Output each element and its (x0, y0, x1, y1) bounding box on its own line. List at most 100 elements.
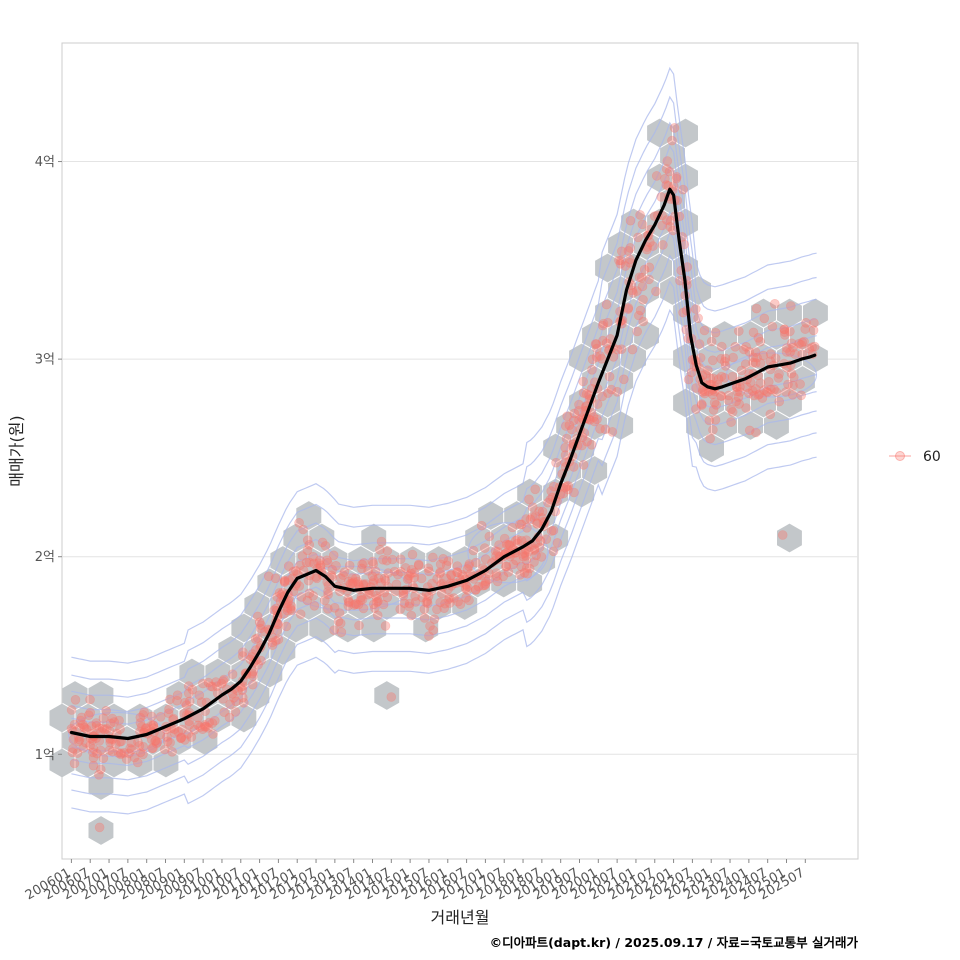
data-point (588, 412, 599, 423)
data-point (504, 539, 515, 550)
data-point (283, 561, 294, 571)
data-point (595, 351, 606, 361)
hexbin-cell (309, 568, 335, 598)
data-point (578, 388, 589, 398)
data-point (801, 317, 811, 328)
data-point (691, 404, 701, 414)
data-point (429, 614, 440, 625)
data-point (302, 535, 313, 546)
data-point (491, 551, 501, 561)
data-point (406, 568, 416, 579)
data-point (661, 164, 672, 174)
data-point (189, 724, 200, 735)
data-point (67, 747, 78, 758)
hexbin-cell (361, 613, 387, 643)
data-point (635, 210, 645, 220)
data-point (197, 724, 208, 735)
data-point (184, 719, 195, 730)
hexbin-cell (218, 636, 244, 665)
data-point (311, 573, 322, 584)
data-point (369, 603, 380, 613)
data-point (710, 327, 721, 338)
data-point (302, 545, 313, 556)
data-point (91, 718, 102, 728)
data-point (697, 400, 707, 410)
data-point (529, 545, 540, 556)
data-point (530, 511, 541, 521)
data-point (134, 740, 145, 751)
data-point (634, 272, 645, 283)
data-point (578, 376, 589, 387)
data-point (395, 566, 406, 577)
data-point (527, 512, 538, 522)
data-point (373, 573, 384, 584)
data-point (359, 558, 369, 568)
data-point (297, 551, 308, 561)
data-point (116, 748, 126, 759)
data-point (432, 573, 442, 584)
data-point (66, 705, 77, 715)
data-point (315, 560, 326, 571)
data-point (75, 723, 85, 733)
data-point (623, 246, 634, 256)
data-point (210, 715, 220, 726)
data-point (747, 386, 758, 396)
data-point (421, 597, 432, 608)
data-point (286, 601, 297, 612)
data-point (104, 745, 115, 756)
data-point (102, 724, 112, 734)
data-point (343, 576, 354, 587)
data-point (344, 560, 355, 571)
data-point (409, 567, 420, 578)
data-point (706, 336, 717, 347)
data-point (107, 746, 118, 757)
data-point (520, 548, 530, 558)
data-point (665, 222, 676, 232)
data-point (167, 746, 177, 757)
data-point (195, 722, 205, 732)
data-point (524, 563, 535, 574)
data-point (279, 608, 289, 619)
data-point (413, 560, 424, 571)
data-point (799, 336, 809, 347)
data-point (438, 553, 449, 564)
data-point (444, 593, 455, 603)
hexbin-cell (569, 343, 595, 373)
data-point (356, 563, 367, 574)
data-point (532, 518, 542, 528)
data-point (347, 578, 357, 589)
data-point (616, 255, 626, 266)
data-point (648, 241, 658, 251)
data-point (460, 583, 471, 594)
data-point (612, 344, 623, 355)
data-point (705, 373, 716, 384)
data-point (744, 346, 755, 357)
data-point (281, 621, 292, 632)
data-point (369, 575, 379, 586)
hexbin-cell (400, 591, 426, 620)
data-point (441, 560, 452, 571)
data-point (368, 599, 379, 610)
data-point (704, 415, 715, 426)
trend-line-path (69, 187, 817, 741)
density-contour (71, 144, 817, 713)
data-point (165, 694, 175, 705)
data-point (336, 627, 347, 638)
data-point (355, 595, 366, 606)
data-point (114, 715, 124, 726)
data-point (238, 692, 248, 703)
data-point (657, 220, 668, 231)
data-point (741, 403, 751, 413)
data-point (376, 536, 387, 547)
hexbin-cell (322, 591, 348, 620)
data-point (152, 737, 163, 748)
data-point (734, 399, 745, 409)
data-point (620, 261, 631, 271)
data-point (537, 506, 548, 517)
data-point (423, 563, 434, 574)
data-point (739, 344, 749, 355)
hexbin-cell (400, 546, 426, 575)
data-point (203, 677, 214, 688)
hexbin-cell (309, 523, 335, 553)
data-point (660, 174, 670, 184)
